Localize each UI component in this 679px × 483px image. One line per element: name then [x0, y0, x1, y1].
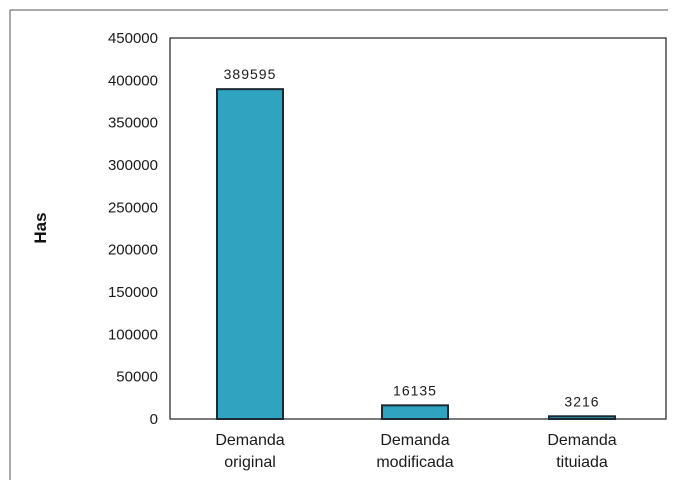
data-label: 389595: [224, 66, 277, 82]
bars: [216, 88, 616, 421]
y-tick-label: 300000: [108, 157, 158, 174]
data-labels: 389595 16135 3216: [224, 66, 599, 409]
bar: [216, 88, 284, 420]
y-tick-label: 50000: [116, 369, 158, 386]
x-tick-label: Demanda: [215, 432, 284, 449]
y-axis-label: Has: [31, 212, 50, 243]
bar: [381, 404, 449, 420]
y-tick-label: 100000: [108, 326, 158, 343]
data-label: 3216: [564, 393, 599, 409]
x-tick-label: tituiada: [556, 454, 608, 471]
x-axis-labels: Demanda original Demanda modificada Demanda t…: [215, 432, 616, 471]
y-tick-label: 250000: [108, 199, 158, 216]
y-tick-label: 200000: [108, 242, 158, 259]
y-tick-label: 450000: [108, 30, 158, 47]
x-tick-label: Demanda: [547, 432, 616, 449]
y-tick-label: 400000: [108, 72, 158, 89]
y-tick-label: 350000: [108, 115, 158, 132]
x-tick-label: modificada: [376, 454, 453, 471]
x-tick-label: original: [224, 454, 276, 471]
data-label: 16135: [393, 382, 437, 398]
y-tick-label: 150000: [108, 284, 158, 301]
y-axis-ticks: 0 50000 100000 150000 200000 250000 300000 3500…: [108, 30, 158, 428]
bar: [548, 415, 616, 421]
y-tick-label: 0: [150, 411, 158, 428]
x-tick-label: Demanda: [380, 432, 449, 449]
